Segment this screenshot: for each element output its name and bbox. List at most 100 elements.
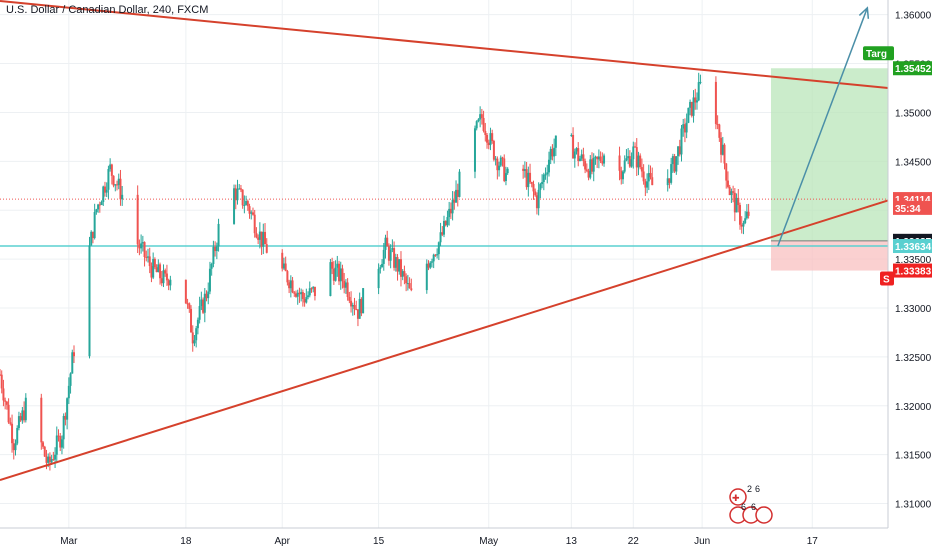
candle [723, 144, 726, 164]
candle [695, 100, 698, 103]
candle [234, 188, 237, 201]
candle [742, 223, 745, 227]
candle [534, 191, 537, 196]
candle [193, 340, 196, 344]
candle [334, 267, 337, 281]
x-tick-label: 18 [180, 536, 192, 547]
candle [649, 172, 652, 178]
candle [40, 397, 43, 443]
candle [618, 155, 621, 171]
candle [730, 191, 733, 196]
candle [355, 308, 358, 310]
candle [670, 164, 673, 183]
candle [725, 163, 728, 181]
candle [207, 291, 210, 299]
candle [62, 415, 65, 440]
price-tag-text: 1.34114 [895, 195, 931, 206]
price-tag-support: 1.33634 [893, 239, 932, 254]
y-tick-label: 1.31500 [895, 451, 932, 462]
candle [639, 155, 642, 168]
candle [313, 286, 316, 297]
candle [733, 192, 736, 213]
candle [248, 206, 251, 214]
y-tick-label: 1.31000 [895, 500, 932, 511]
candle [728, 186, 731, 196]
candle [332, 268, 335, 281]
candle [539, 184, 542, 190]
candle [635, 147, 638, 168]
candle [344, 282, 347, 288]
candle [398, 259, 401, 272]
candle [157, 264, 160, 273]
candle [441, 232, 444, 235]
candle [152, 258, 155, 278]
candle [491, 133, 494, 141]
candle [479, 114, 482, 120]
candle [449, 208, 452, 214]
candle [525, 169, 528, 188]
candle [350, 300, 353, 307]
y-tick-label: 1.34500 [895, 157, 932, 168]
candle [308, 288, 311, 296]
candle [301, 292, 304, 299]
candle [439, 232, 442, 243]
candle [296, 292, 299, 297]
candle [281, 252, 284, 269]
candle [329, 262, 332, 297]
candle [477, 119, 480, 122]
candle [387, 246, 390, 261]
candle [162, 270, 165, 284]
projection-arrow [777, 6, 870, 247]
candle [312, 286, 315, 289]
candle [246, 201, 249, 207]
candle [532, 183, 535, 192]
price-labels: 1.354521.3411435:341.336871.336341.33383… [863, 46, 932, 286]
candle [718, 124, 721, 138]
candle [265, 244, 268, 253]
grid [0, 0, 888, 528]
candle [589, 159, 592, 178]
candle [71, 352, 74, 374]
event-count: 2 [747, 484, 752, 494]
candle [498, 165, 501, 171]
candle [446, 217, 449, 226]
target-zone [770, 68, 888, 241]
candle [572, 134, 575, 159]
x-tick-label: 15 [373, 536, 385, 547]
candle [496, 158, 499, 171]
event-count: 6 [751, 502, 756, 512]
event-marker-us [755, 506, 773, 524]
candle [260, 231, 263, 247]
candle [675, 156, 678, 172]
candle [212, 246, 215, 264]
projection-arrow-head [858, 6, 870, 19]
candle [105, 189, 108, 193]
candle [379, 267, 382, 269]
candle [239, 188, 242, 190]
candle [530, 181, 533, 184]
candle [721, 144, 724, 155]
candle [341, 268, 344, 281]
x-tick-label: 13 [566, 536, 578, 547]
candle [17, 416, 20, 428]
candle [527, 172, 530, 188]
candle [54, 454, 57, 460]
candle [190, 308, 193, 333]
candle [117, 178, 120, 186]
candle [167, 280, 170, 286]
candle [107, 169, 110, 190]
candle [599, 156, 602, 161]
candle [196, 319, 199, 329]
candle [726, 180, 729, 187]
candle [682, 124, 685, 129]
candle [434, 254, 437, 256]
candle [546, 172, 549, 175]
candle [291, 280, 294, 293]
event-flag-icon: ✚ [732, 493, 740, 503]
candle [289, 280, 292, 289]
candle [522, 168, 525, 171]
candle [208, 268, 211, 292]
candle [697, 82, 700, 101]
